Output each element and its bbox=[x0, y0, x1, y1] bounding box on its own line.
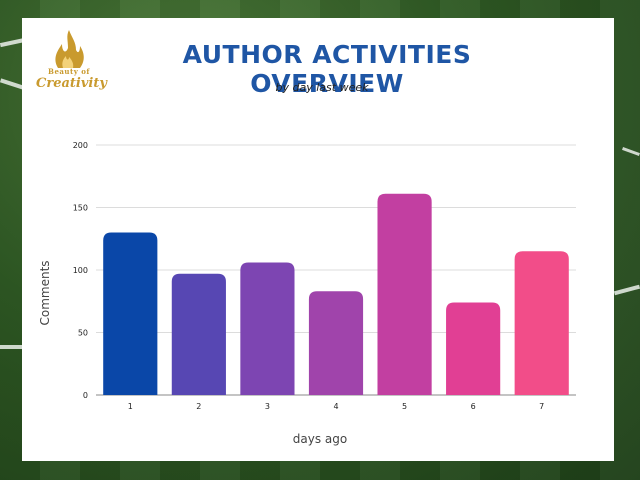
logo-tagline: Beauty of bbox=[48, 67, 90, 76]
y-tick-label: 100 bbox=[73, 266, 88, 275]
y-axis-ticks: 0 50 100 150 200 bbox=[73, 141, 88, 400]
bar-day-1 bbox=[103, 232, 158, 395]
y-tick-label: 50 bbox=[78, 329, 88, 338]
bar-day-2 bbox=[171, 273, 226, 395]
bar-day-7 bbox=[514, 251, 569, 395]
brand-logo: Beauty of Creativity bbox=[36, 30, 107, 94]
y-axis-label: Comments bbox=[38, 260, 52, 325]
x-axis-ticks: 1 2 3 4 5 6 7 bbox=[128, 402, 545, 411]
x-tick-label: 6 bbox=[471, 402, 476, 411]
x-tick-label: 1 bbox=[128, 402, 133, 411]
x-tick-label: 4 bbox=[333, 402, 338, 411]
bar-day-4 bbox=[308, 291, 364, 395]
bar-day-5 bbox=[377, 193, 432, 395]
bar-chart: 0 50 100 150 200 1 2 3 4 5 6 7 Comments days ago bbox=[38, 141, 576, 446]
y-tick-label: 200 bbox=[73, 141, 88, 150]
flame-crown-icon bbox=[55, 30, 84, 68]
x-tick-label: 7 bbox=[539, 402, 544, 411]
x-tick-label: 3 bbox=[265, 402, 270, 411]
chart-title: AUTHOR ACTIVITIES OVERVIEW bbox=[182, 40, 472, 98]
chart-card: Beauty of Creativity AUTHOR ACTIVITIES O… bbox=[22, 18, 614, 461]
x-tick-label: 2 bbox=[196, 402, 201, 411]
bar-day-6 bbox=[446, 302, 501, 395]
bar-day-3 bbox=[240, 262, 295, 395]
logo-wordmark: Creativity bbox=[36, 76, 107, 91]
y-tick-label: 150 bbox=[73, 204, 88, 213]
y-tick-label: 0 bbox=[83, 391, 88, 400]
x-tick-label: 5 bbox=[402, 402, 407, 411]
chart-subtitle: by day last week bbox=[275, 81, 369, 94]
x-axis-label: days ago bbox=[293, 432, 347, 446]
bars bbox=[103, 193, 569, 395]
